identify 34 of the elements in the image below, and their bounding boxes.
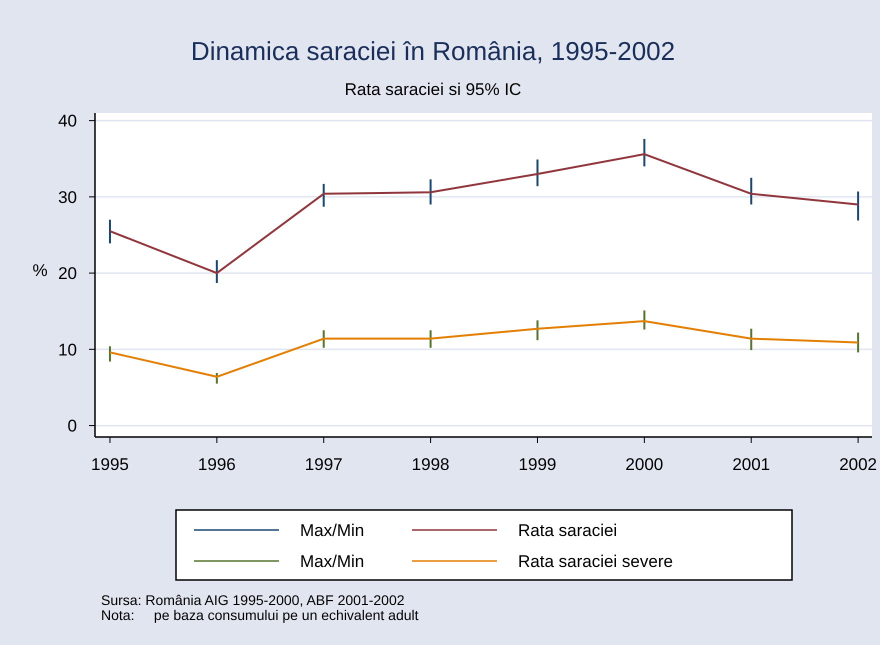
bar bbox=[108, 346, 111, 362]
chart-title: Dinamica saraciei în România, 1995-2002 bbox=[190, 36, 676, 66]
y-tick-label: 20 bbox=[58, 264, 77, 284]
bar bbox=[857, 332, 860, 352]
legend-label: Max/Min bbox=[300, 521, 364, 540]
x-tick-label: 2000 bbox=[625, 455, 664, 474]
y-tick-label: 30 bbox=[58, 188, 77, 207]
y-tick-label: 10 bbox=[58, 340, 77, 360]
legend-label: Rata saraciei bbox=[518, 521, 618, 540]
text: Sursa: România AIG 1995-2000, ABF 2001-2002 bbox=[101, 592, 405, 608]
x-tick-label: 2002 bbox=[839, 455, 878, 474]
bar bbox=[857, 192, 860, 220]
legend-label: Rata saraciei severe bbox=[518, 552, 673, 571]
bar bbox=[108, 220, 111, 244]
x-tick-label: 1995 bbox=[91, 455, 129, 474]
line-series bbox=[108, 153, 860, 274]
text: Nota: pe baza consumului pe un echivalent adult bbox=[101, 607, 419, 623]
bar bbox=[643, 138, 646, 166]
line-series bbox=[108, 320, 860, 378]
legend-label: Max/Min bbox=[300, 552, 364, 571]
y-tick-label: 0 bbox=[68, 416, 77, 436]
bar bbox=[322, 184, 325, 207]
bar bbox=[430, 179, 432, 204]
y-tick-label: 40 bbox=[58, 112, 77, 131]
x-tick-label: 2001 bbox=[732, 455, 770, 474]
bar bbox=[750, 178, 752, 204]
y-axis-title: % bbox=[32, 261, 48, 280]
x-tick-label: 1997 bbox=[304, 455, 343, 474]
x-tick-label: 1998 bbox=[412, 455, 450, 474]
x-tick-label: 1996 bbox=[198, 455, 236, 474]
x-tick-label: 1999 bbox=[518, 455, 556, 474]
chart-subtitle: Rata saraciei si 95% IC bbox=[344, 80, 522, 99]
bar bbox=[536, 160, 538, 186]
bar bbox=[216, 260, 218, 284]
